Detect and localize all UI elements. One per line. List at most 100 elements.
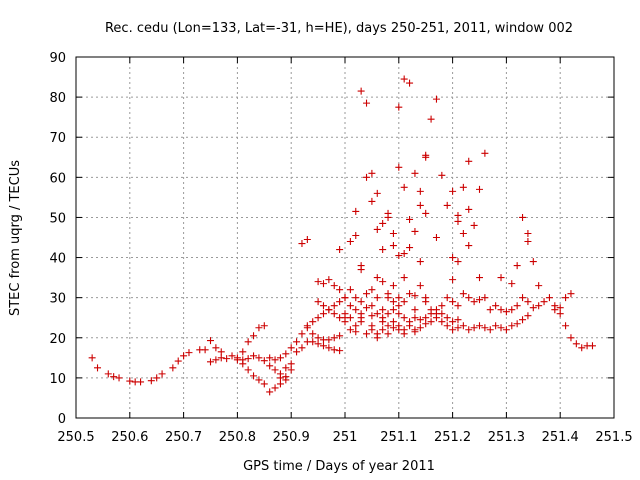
data-point	[395, 252, 403, 260]
data-point	[422, 209, 430, 217]
x-axis-label: GPS time / Days of year 2011	[243, 459, 435, 474]
data-point	[346, 286, 354, 294]
x-tick-label: 250.5	[57, 430, 94, 445]
data-point	[454, 217, 462, 225]
data-point	[449, 254, 457, 262]
data-point	[276, 380, 284, 388]
x-tick-label: 250.8	[219, 430, 256, 445]
data-points	[88, 75, 596, 396]
data-point	[357, 298, 365, 306]
data-point	[363, 173, 371, 181]
data-point	[239, 348, 247, 356]
data-point	[486, 326, 494, 334]
data-point	[266, 354, 274, 362]
data-point	[427, 310, 435, 318]
data-point	[406, 215, 414, 223]
data-point	[373, 189, 381, 197]
data-point	[330, 282, 338, 290]
data-point	[233, 356, 241, 364]
data-point	[217, 348, 225, 356]
data-point	[443, 322, 451, 330]
x-tick-label: 250.6	[111, 430, 148, 445]
data-point	[470, 221, 478, 229]
data-point	[250, 352, 258, 360]
data-point	[260, 357, 268, 365]
data-point	[212, 344, 220, 352]
data-point	[212, 356, 220, 364]
data-point	[486, 306, 494, 314]
data-point	[465, 242, 473, 250]
y-axis-label: STEC from uqrg / TECUs	[8, 160, 23, 316]
x-tick-label: 250.7	[165, 430, 202, 445]
data-point	[502, 308, 510, 316]
data-point	[497, 274, 505, 282]
data-point	[400, 298, 408, 306]
data-point	[459, 229, 467, 237]
data-point	[271, 384, 279, 392]
data-point	[389, 306, 397, 314]
data-point	[443, 314, 451, 322]
data-point	[255, 376, 263, 384]
data-point	[416, 258, 424, 266]
data-point	[314, 340, 322, 348]
data-point	[470, 298, 478, 306]
data-point	[287, 344, 295, 352]
data-point	[524, 229, 532, 237]
data-point	[330, 310, 338, 318]
data-point	[529, 304, 537, 312]
data-point	[298, 330, 306, 338]
data-point	[513, 302, 521, 310]
data-point	[363, 290, 371, 298]
data-point	[535, 302, 543, 310]
data-point	[427, 115, 435, 123]
data-point	[459, 290, 467, 298]
data-point	[207, 358, 214, 366]
x-tick-label: 251.1	[380, 430, 417, 445]
data-point	[389, 318, 397, 326]
data-point	[115, 374, 123, 382]
data-point	[293, 348, 301, 356]
data-point	[314, 314, 322, 322]
data-point	[443, 201, 451, 209]
data-point	[330, 334, 338, 342]
data-point	[432, 306, 440, 314]
data-point	[298, 344, 306, 352]
data-point	[556, 310, 564, 318]
data-point	[416, 324, 424, 332]
data-point	[309, 330, 317, 338]
data-point	[250, 332, 258, 340]
x-tick-label: 251	[333, 430, 358, 445]
y-tick-label: 50	[49, 211, 66, 226]
data-point	[389, 229, 397, 237]
data-point	[389, 242, 397, 250]
data-point	[551, 306, 559, 314]
data-point	[368, 286, 376, 294]
data-point	[330, 302, 338, 310]
data-point	[384, 294, 392, 302]
data-point	[438, 171, 446, 179]
data-point	[400, 314, 408, 322]
data-point	[309, 318, 317, 326]
data-point	[298, 240, 306, 248]
data-point	[207, 337, 214, 345]
data-point	[465, 205, 473, 213]
data-point	[529, 258, 537, 266]
data-point	[368, 302, 376, 310]
data-point	[400, 274, 408, 282]
data-point	[395, 103, 403, 111]
data-point	[513, 262, 521, 270]
data-point	[341, 318, 349, 326]
data-point	[502, 326, 510, 334]
data-point	[400, 183, 408, 191]
y-tick-labels: 0 10 20 30 40 50 60 70 80 90	[49, 51, 66, 427]
data-point	[276, 354, 284, 362]
data-point	[201, 346, 209, 354]
data-point	[319, 342, 327, 350]
data-point	[449, 318, 457, 326]
data-point	[336, 286, 344, 294]
data-point	[476, 322, 483, 330]
data-point	[432, 234, 440, 241]
data-point	[588, 342, 596, 350]
data-point	[379, 219, 387, 227]
data-point	[368, 169, 376, 177]
